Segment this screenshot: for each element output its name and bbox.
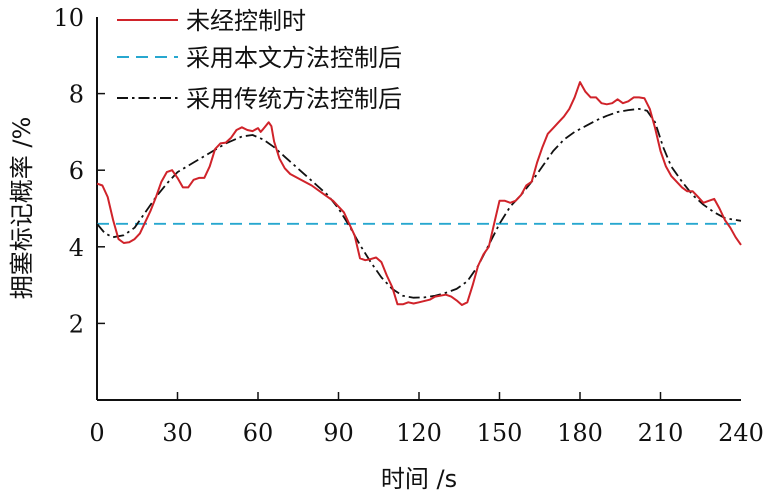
x-ticks: 0 30 60 90 120 150 180 210 240: [89, 392, 764, 447]
x-tick-label: 120: [396, 419, 442, 447]
x-tick-label: 0: [89, 419, 104, 447]
x-tick-label: 210: [638, 419, 684, 447]
y-tick-label: 4: [69, 234, 84, 262]
x-tick-label: 60: [243, 419, 274, 447]
x-axis-title: 时间 /s: [381, 465, 457, 493]
y-tick-label: 10: [53, 4, 84, 32]
x-tick-label: 30: [162, 419, 193, 447]
legend-label-3: 采用传统方法控制后: [186, 85, 402, 113]
y-tick-label: 8: [69, 81, 84, 109]
x-tick-label: 240: [718, 419, 764, 447]
x-tick-label: 150: [477, 419, 523, 447]
y-ticks: 2 4 6 8 10: [53, 4, 105, 338]
x-tick-label: 180: [557, 419, 603, 447]
series-line-3: [96, 108, 742, 299]
y-axis-title: 拥塞标记概率 /%: [8, 117, 36, 300]
y-tick-label: 2: [69, 310, 84, 338]
legend-label-1: 未经控制时: [186, 7, 306, 35]
series-layer: [96, 81, 742, 306]
series-line-1: [96, 81, 742, 306]
x-tick-label: 90: [323, 419, 354, 447]
axes: [96, 17, 741, 401]
legend-label-2: 采用本文方法控制后: [186, 44, 402, 72]
y-tick-label: 6: [69, 157, 84, 185]
